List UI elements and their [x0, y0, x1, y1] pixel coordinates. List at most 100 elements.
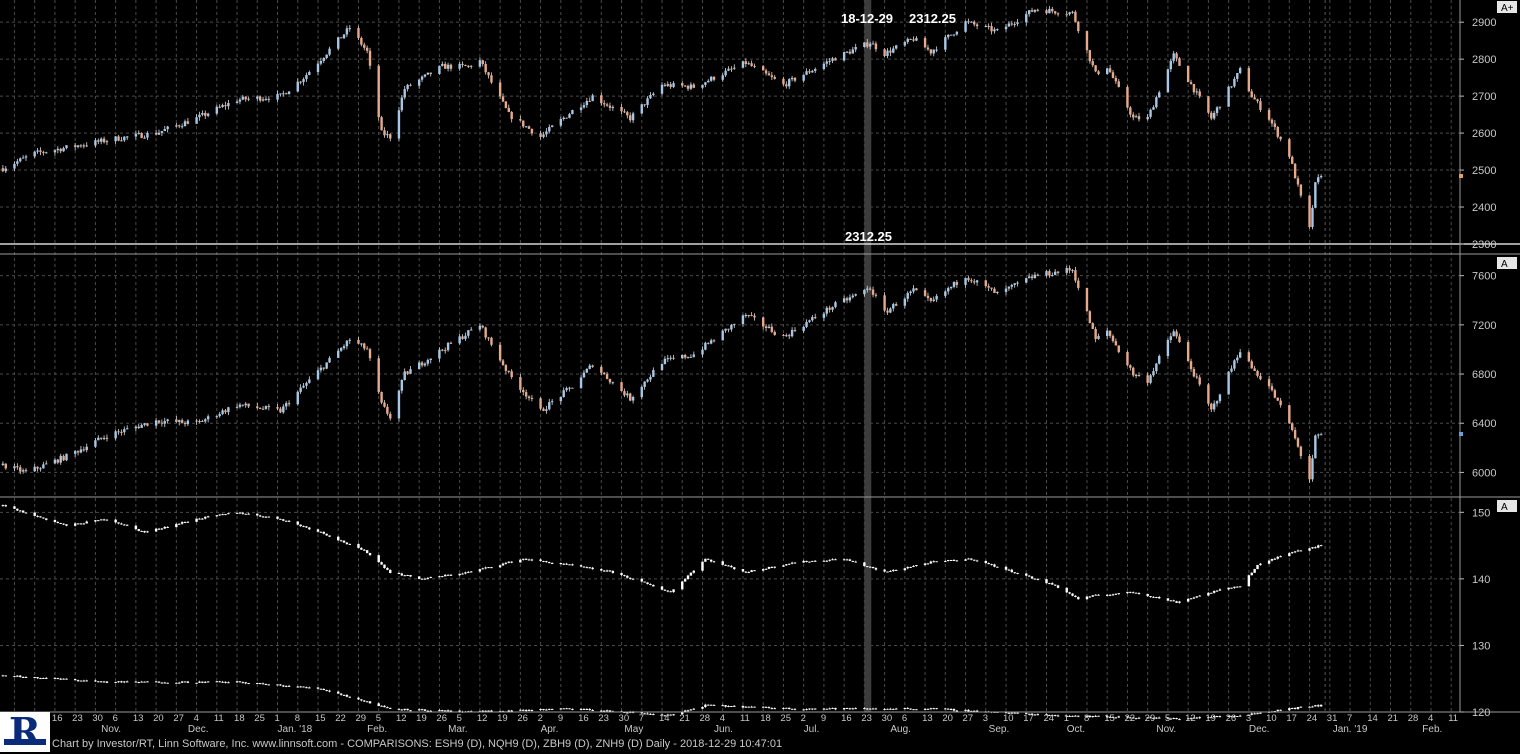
candle-body — [73, 523, 77, 526]
candle-body — [258, 515, 262, 517]
candle-body — [45, 463, 48, 465]
candle-body — [721, 75, 724, 80]
candle-body — [834, 707, 837, 710]
candle-body — [1117, 345, 1120, 353]
candle-body — [851, 49, 855, 54]
candle-body — [267, 406, 271, 408]
candle-body — [1293, 429, 1297, 439]
candle-body — [160, 422, 164, 424]
candle-body — [1212, 590, 1216, 593]
candle-body — [235, 101, 239, 104]
candle-body — [305, 74, 308, 80]
candle-body — [605, 104, 609, 106]
candle-body — [1319, 704, 1323, 707]
x-day-tick-label: 27 — [963, 713, 974, 724]
candle-body — [13, 506, 16, 509]
scale-badge[interactable] — [1497, 500, 1517, 512]
candle-body — [215, 681, 219, 683]
candle-body — [218, 681, 221, 683]
candle-body — [1091, 716, 1094, 718]
candle-body — [264, 406, 268, 409]
candle-body — [73, 451, 77, 454]
candle-body — [868, 43, 872, 47]
candle-body — [140, 681, 143, 683]
candle-body — [1158, 597, 1161, 599]
candle-body — [1192, 717, 1196, 719]
scale-badge[interactable] — [1497, 1, 1517, 13]
candle-body — [1010, 712, 1014, 714]
candle-body — [949, 34, 953, 36]
candle-body — [39, 468, 42, 470]
candle-body — [1126, 352, 1129, 366]
candle-body — [828, 559, 831, 561]
candle-body — [894, 304, 898, 306]
candle-body — [631, 578, 635, 580]
candle-body — [316, 529, 320, 532]
y-tick-label: 6400 — [1472, 418, 1496, 430]
candle-body — [276, 93, 279, 100]
candle-body — [235, 512, 239, 514]
scale-badge[interactable] — [1497, 257, 1517, 269]
candle-body — [866, 288, 869, 290]
candle-body — [1192, 84, 1196, 93]
candle-body — [643, 713, 646, 715]
candle-body — [258, 96, 262, 101]
candle-body — [383, 402, 386, 407]
candle-body — [163, 682, 166, 684]
candle-body — [984, 280, 987, 287]
candle-body — [1178, 601, 1181, 603]
candle-body — [154, 681, 158, 683]
candle-body — [733, 67, 736, 69]
candle-body — [701, 706, 704, 709]
candle-body — [322, 367, 325, 369]
candle-body — [608, 378, 612, 383]
candle-body — [1250, 91, 1253, 98]
candle-body — [19, 467, 22, 472]
candle-body — [59, 148, 62, 152]
candle-body — [1218, 716, 1222, 718]
candle-body — [1045, 10, 1048, 14]
candle-body — [1129, 591, 1132, 593]
candle-body — [140, 424, 143, 428]
candle-body — [1146, 717, 1149, 719]
candle-body — [322, 688, 325, 691]
candle-body — [305, 526, 308, 528]
x-day-tick-label: 15 — [1104, 713, 1115, 724]
candle-body — [1189, 598, 1193, 600]
candle-body — [1088, 596, 1092, 598]
candle-body — [308, 72, 311, 75]
candle-body — [308, 687, 311, 689]
candle-body — [1004, 566, 1008, 570]
candle-body — [883, 49, 886, 57]
y-tick-label: 2600 — [1472, 128, 1496, 140]
candle-body — [1317, 177, 1320, 183]
candle-body — [883, 295, 886, 311]
candle-body — [1175, 718, 1178, 720]
x-day-tick-label: 24 — [1043, 713, 1054, 724]
candle-body — [24, 470, 28, 472]
candle-body — [478, 60, 482, 67]
candle-body — [59, 455, 62, 463]
candle-body — [45, 518, 48, 520]
candle-body — [1175, 601, 1178, 603]
candle-body — [102, 138, 106, 143]
candle-body — [524, 558, 528, 560]
candle-body — [400, 379, 404, 391]
candle-body — [689, 84, 693, 89]
candle-body — [1293, 707, 1297, 709]
candle-body — [1051, 275, 1054, 277]
candle-body — [13, 163, 16, 169]
candle-body — [13, 676, 16, 678]
candle-body — [814, 317, 817, 319]
candle-body — [1247, 714, 1251, 716]
cursor-band — [864, 0, 872, 712]
candle-body — [1198, 595, 1201, 597]
x-month-label: Apr. — [541, 724, 559, 735]
candle-body — [915, 38, 918, 41]
candle-body — [1218, 106, 1222, 108]
candle-body — [256, 513, 259, 516]
candle-body — [744, 61, 748, 64]
candle-body — [524, 392, 528, 397]
x-day-tick-label: 10 — [1266, 713, 1277, 724]
